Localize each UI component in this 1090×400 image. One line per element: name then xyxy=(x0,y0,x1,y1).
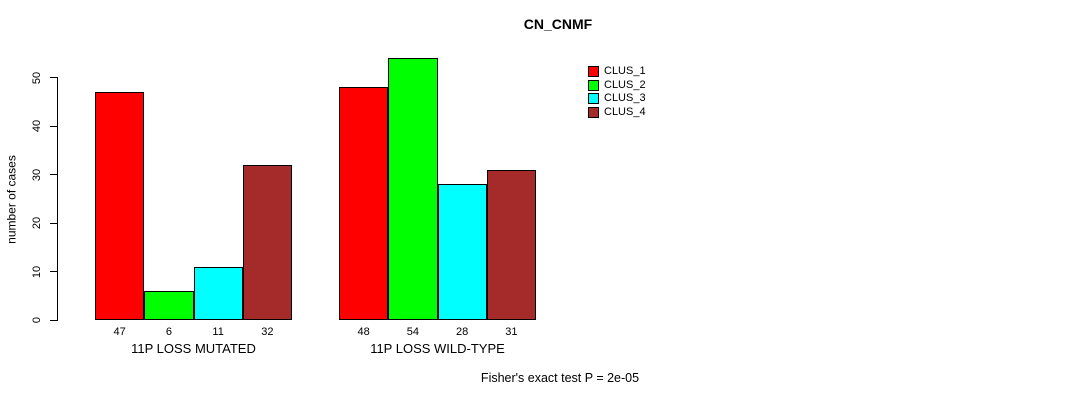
bar-value-label: 6 xyxy=(165,326,172,338)
legend-label-clus_3: CLUS_3 xyxy=(604,92,646,104)
bar-value-label: 47 xyxy=(113,326,126,338)
legend-swatch-clus_1 xyxy=(588,66,599,77)
y-axis-line xyxy=(57,77,58,321)
legend-swatch-clus_2 xyxy=(588,79,599,91)
bar-clus_2-1 xyxy=(144,290,194,320)
y-tick-label: 50 xyxy=(31,71,43,84)
y-axis-tick xyxy=(50,319,58,321)
group-label: 11P LOSS WILD-TYPE xyxy=(370,341,505,356)
y-axis-tick xyxy=(50,125,58,127)
bar-clus_3-1 xyxy=(193,266,243,320)
bar-clus_3-2 xyxy=(437,184,487,320)
y-axis-tick xyxy=(50,174,58,175)
bar-value-label: 48 xyxy=(357,326,370,338)
legend-swatch-clus_4 xyxy=(588,106,599,118)
y-tick-label: 0 xyxy=(31,316,43,324)
y-tick-label: 40 xyxy=(31,119,43,133)
bar-value-label: 11 xyxy=(212,326,224,338)
legend-label-clus_2: CLUS_2 xyxy=(604,78,646,91)
y-tick-label: 20 xyxy=(31,216,43,230)
bar-clus_4-1 xyxy=(242,164,292,320)
y-axis-tick xyxy=(50,271,58,272)
bar-value-label: 32 xyxy=(261,326,274,338)
legend-swatch-clus_3 xyxy=(588,93,599,104)
y-axis-tick xyxy=(50,222,58,224)
bar-clus_2-2 xyxy=(388,58,438,320)
fisher-test-annotation: Fisher's exact test P = 2e-05 xyxy=(480,371,640,385)
bar-value-label: 31 xyxy=(505,326,518,338)
bar-value-label: 28 xyxy=(456,326,469,338)
bar-clus_4-2 xyxy=(486,169,536,320)
legend-label-clus_1: CLUS_1 xyxy=(604,65,646,77)
y-tick-label: 30 xyxy=(31,168,43,181)
bar-value-label: 54 xyxy=(406,326,419,338)
legend-label-clus_4: CLUS_4 xyxy=(604,105,646,118)
bar-clus_1-1 xyxy=(95,92,145,320)
chart-title: CN_CNMF xyxy=(523,16,593,32)
y-axis-tick xyxy=(50,77,58,78)
bar-clus_1-2 xyxy=(339,87,389,320)
group-label: 11P LOSS MUTATED xyxy=(131,341,256,356)
y-tick-label: 10 xyxy=(31,265,43,278)
